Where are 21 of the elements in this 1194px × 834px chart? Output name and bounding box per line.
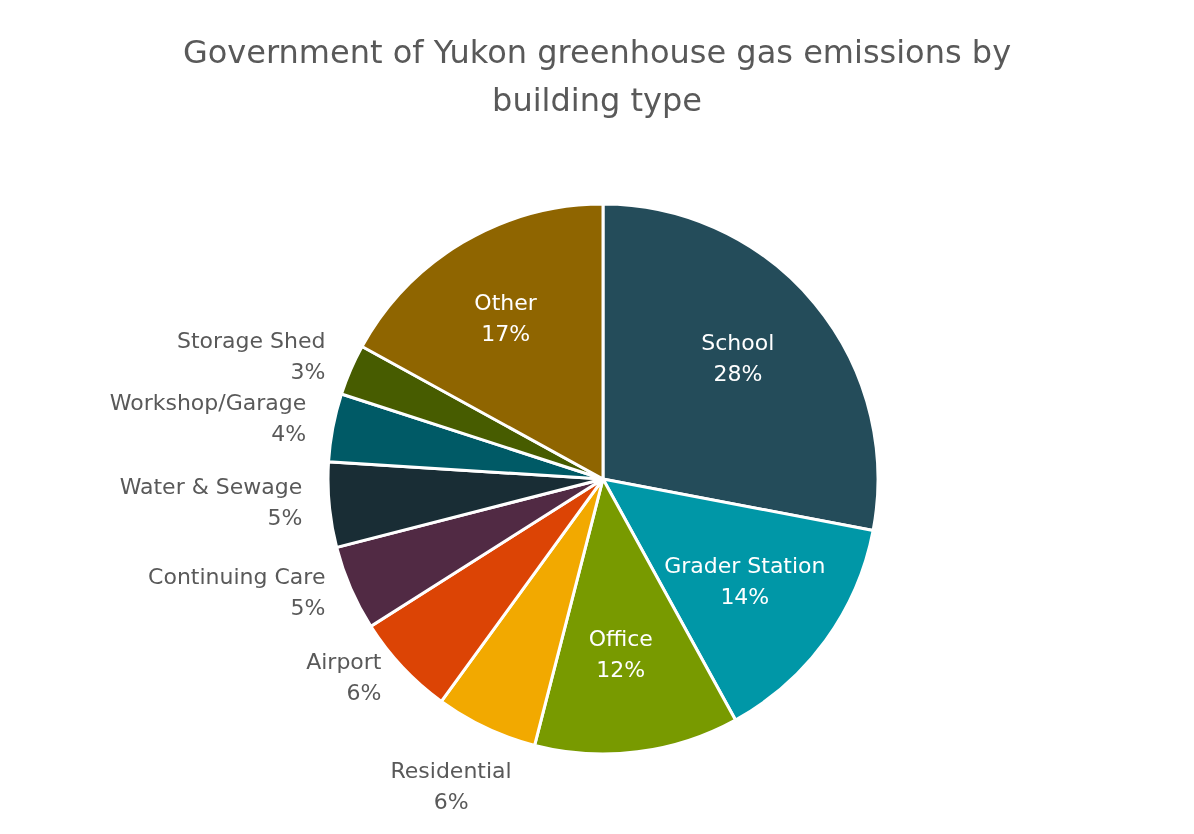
data-label: 12% — [596, 657, 646, 683]
data-label: 5% — [290, 594, 326, 620]
slice-label: Other — [474, 289, 538, 315]
slice-label: Continuing Care — [148, 563, 326, 589]
data-label: 14% — [720, 583, 770, 609]
slice-label: School — [701, 330, 775, 356]
slice-label: Storage Shed — [176, 328, 326, 354]
slice-label: Grader Station — [664, 552, 826, 578]
slice-label: Residential — [390, 758, 512, 784]
data-label: 4% — [271, 421, 307, 447]
data-label: 6% — [433, 789, 469, 815]
slice-label: Office — [588, 626, 653, 652]
slice-label: Workshop/Garage — [109, 390, 307, 416]
slice-label: Airport — [306, 649, 382, 675]
data-label: 5% — [267, 504, 303, 530]
data-label: 3% — [290, 359, 326, 385]
data-label: 17% — [481, 320, 531, 346]
data-label: 28% — [713, 361, 763, 387]
data-label: 6% — [346, 680, 382, 706]
chart-title: Government of Yukon greenhouse gas emissions by building type — [181, 32, 1013, 121]
slice-label: Water & Sewage — [119, 473, 303, 499]
